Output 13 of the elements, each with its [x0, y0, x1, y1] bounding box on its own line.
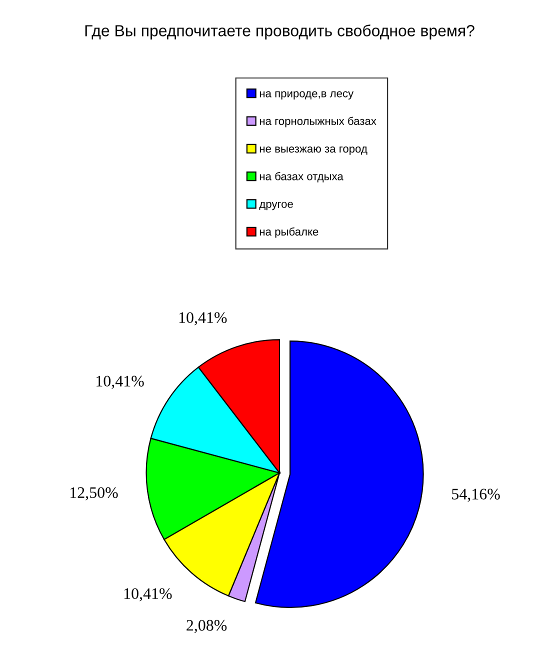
legend-label: на горнолыжных базах	[260, 116, 376, 128]
data-label: 2,08%	[186, 620, 227, 634]
legend-label: на рыбалке	[260, 227, 318, 238]
data-label: 12,50%	[70, 487, 118, 500]
data-label: 10,41%	[96, 376, 144, 389]
data-label: 10,41%	[124, 588, 172, 602]
legend-label: на природе,в лесу	[260, 91, 354, 100]
data-label: 10,41%	[179, 312, 227, 326]
data-label: 54,16%	[452, 488, 500, 502]
legend-label: на базах отдыха	[260, 172, 344, 182]
legend-label: другое	[259, 202, 293, 210]
chart-title: Где Вы предпочитаете проводить свободное время?	[85, 24, 474, 40]
legend-label: не выезжаю за город	[260, 146, 368, 155]
